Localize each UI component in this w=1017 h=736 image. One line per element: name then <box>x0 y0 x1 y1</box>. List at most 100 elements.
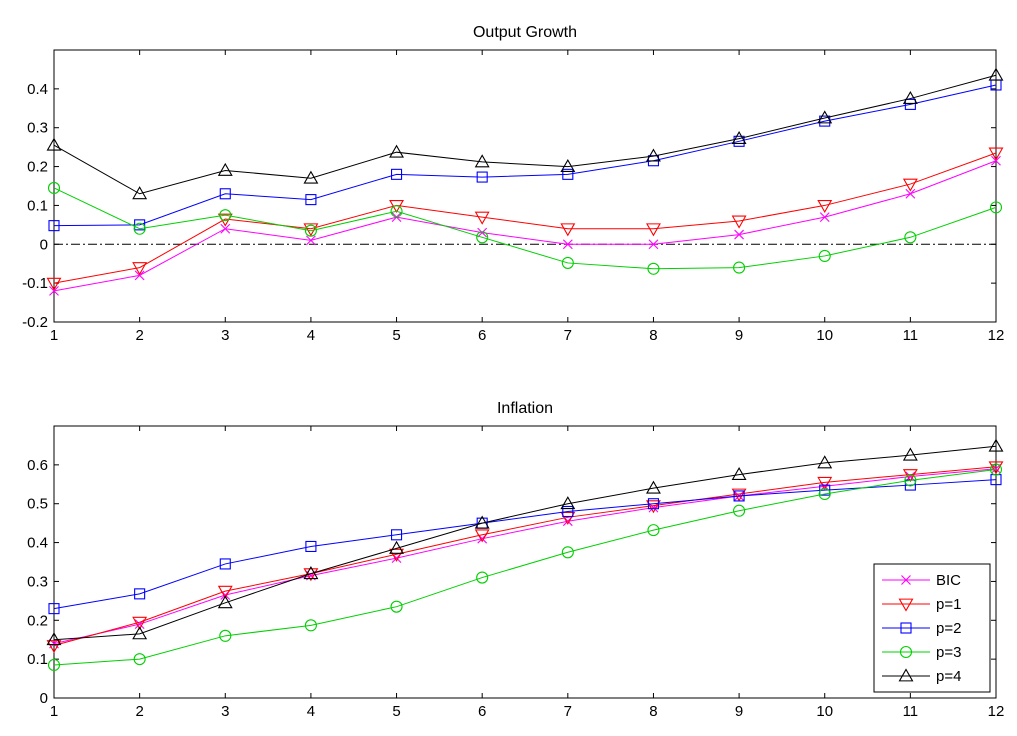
output-growth-x-tick-label: 9 <box>735 327 743 344</box>
output-growth-point-p-4 <box>731 130 747 145</box>
legend-label-p-2: p=2 <box>936 620 961 637</box>
inflation-x-tick-label: 9 <box>735 703 743 720</box>
inflation-y-tick-label: 0 <box>40 690 48 707</box>
inflation-y-tick-label: 0.4 <box>27 535 48 552</box>
output-growth-x-tick-label: 5 <box>392 327 400 344</box>
output-growth-point-bic <box>220 223 231 234</box>
output-growth-point-p-3 <box>476 231 489 244</box>
legend-entry-p-2: p=2 <box>882 620 961 637</box>
inflation-point-p-3 <box>476 571 489 584</box>
legend-entry-p-3: p=3 <box>882 644 961 661</box>
output-growth-point-p-3 <box>818 249 831 262</box>
output-growth-point-p-4 <box>560 158 576 172</box>
output-growth-title: Output Growth <box>473 24 577 41</box>
inflation-point-p-2 <box>390 529 403 541</box>
output-growth-x-tick-label: 4 <box>307 327 315 344</box>
inflation-x-tick-label: 6 <box>478 703 486 720</box>
output-growth-series-p-1 <box>46 147 1004 291</box>
output-growth-series-p-2 <box>48 79 1002 232</box>
inflation-point-p-3 <box>989 463 1003 476</box>
inflation-series-p-1 <box>46 461 1004 654</box>
output-growth-point-p-3 <box>647 262 660 275</box>
output-growth-x-tick-label: 7 <box>564 327 572 344</box>
legend-marker-p-4 <box>898 668 914 682</box>
output-growth-point-bic <box>306 235 316 246</box>
output-growth-point-p-2 <box>219 188 231 200</box>
inflation-y-tick-label: 0.6 <box>27 457 48 474</box>
inflation-panel: Inflation 1 2 3 4 5 6 7 8 9 10 11 1200.10.20.30.40.… <box>27 400 1004 720</box>
inflation-point-p-1 <box>988 461 1004 475</box>
output-growth-series-p-4 <box>46 67 1004 200</box>
legend-entry-p-1: p=1 <box>882 596 961 613</box>
legend-label-p-4: p=4 <box>936 668 961 685</box>
output-growth-x-tick-label: 1 <box>50 327 58 344</box>
output-growth-point-p-3 <box>733 261 746 274</box>
output-growth-point-p-4 <box>303 170 319 184</box>
output-growth-point-p-4 <box>902 90 918 104</box>
legend-entry-bic: BIC <box>882 572 961 589</box>
legend-marker-p-1 <box>898 598 914 612</box>
output-growth-line-p-4 <box>53 74 997 195</box>
output-growth-point-p-1 <box>474 211 490 225</box>
inflation-point-p-3 <box>733 504 746 517</box>
inflation-point-p-2 <box>647 498 660 510</box>
inflation-point-p-1 <box>560 511 576 525</box>
inflation-line-bic <box>53 468 997 645</box>
inflation-point-p-2 <box>305 540 317 553</box>
inflation-point-p-3 <box>390 600 403 613</box>
output-growth-point-p-1 <box>46 277 62 291</box>
output-growth-x-tick-label: 6 <box>478 327 486 344</box>
output-growth-point-p-2 <box>390 168 403 180</box>
output-growth-point-p-4 <box>474 154 490 168</box>
inflation-x-tick-label: 7 <box>564 703 572 720</box>
output-growth-point-bic <box>819 212 830 222</box>
output-growth-line-bic <box>53 160 997 292</box>
output-growth-point-p-2 <box>904 98 916 110</box>
output-growth-point-p-3 <box>904 231 917 244</box>
inflation-point-p-3 <box>904 474 917 487</box>
output-growth-y-tick-label: 0.3 <box>27 120 48 137</box>
inflation-point-p-1 <box>817 476 833 490</box>
inflation-point-p-3 <box>561 546 574 559</box>
inflation-point-p-3 <box>647 524 660 537</box>
inflation-series-p-4 <box>46 438 1004 646</box>
output-growth-y-tick-label: -0.1 <box>22 275 48 292</box>
inflation-point-p-4 <box>303 566 319 580</box>
inflation-series-bic <box>49 463 1001 649</box>
inflation-point-p-2 <box>48 603 60 615</box>
inflation-x-tick-label: 2 <box>135 703 143 720</box>
output-growth-point-p-2 <box>476 171 488 183</box>
legend-label-p-3: p=3 <box>936 644 961 661</box>
output-growth-x-tick-label: 3 <box>221 327 229 344</box>
inflation-point-p-2 <box>819 484 831 496</box>
inflation-point-p-3 <box>304 619 317 632</box>
inflation-line-p-4 <box>53 445 997 641</box>
inflation-point-p-2 <box>219 558 231 570</box>
output-growth-point-p-4 <box>217 162 233 176</box>
inflation-x-tick-label: 10 <box>816 703 833 720</box>
output-growth-y-tick-label: 0.1 <box>27 197 48 214</box>
inflation-point-p-4 <box>474 515 490 529</box>
inflation-y-tick-label: 0.1 <box>27 651 48 668</box>
legend-entry-p-4: p=4 <box>882 668 961 685</box>
inflation-point-bic <box>991 463 1001 474</box>
output-growth-point-p-3 <box>304 224 317 237</box>
inflation-point-p-4 <box>731 466 747 480</box>
output-growth-point-bic <box>991 155 1001 166</box>
inflation-title: Inflation <box>497 400 553 417</box>
output-growth-axes-box <box>53 49 997 323</box>
inflation-point-p-3 <box>818 487 831 501</box>
output-growth-point-p-3 <box>47 181 61 194</box>
inflation-point-p-2 <box>562 505 574 518</box>
output-growth-point-bic <box>49 286 59 296</box>
inflation-x-tick-label: 11 <box>903 703 919 720</box>
inflation-point-p-4 <box>902 447 918 461</box>
inflation-x-tick-label: 1 <box>50 703 58 720</box>
inflation-axes-box <box>53 425 997 699</box>
output-growth-x-tick-label: 10 <box>816 327 833 344</box>
inflation-line-p-3 <box>53 469 997 666</box>
output-growth-y-tick-label: -0.2 <box>22 314 48 331</box>
inflation-point-p-1 <box>731 488 747 502</box>
output-growth-point-p-2 <box>134 219 146 231</box>
output-growth-line-p-3 <box>53 187 997 270</box>
